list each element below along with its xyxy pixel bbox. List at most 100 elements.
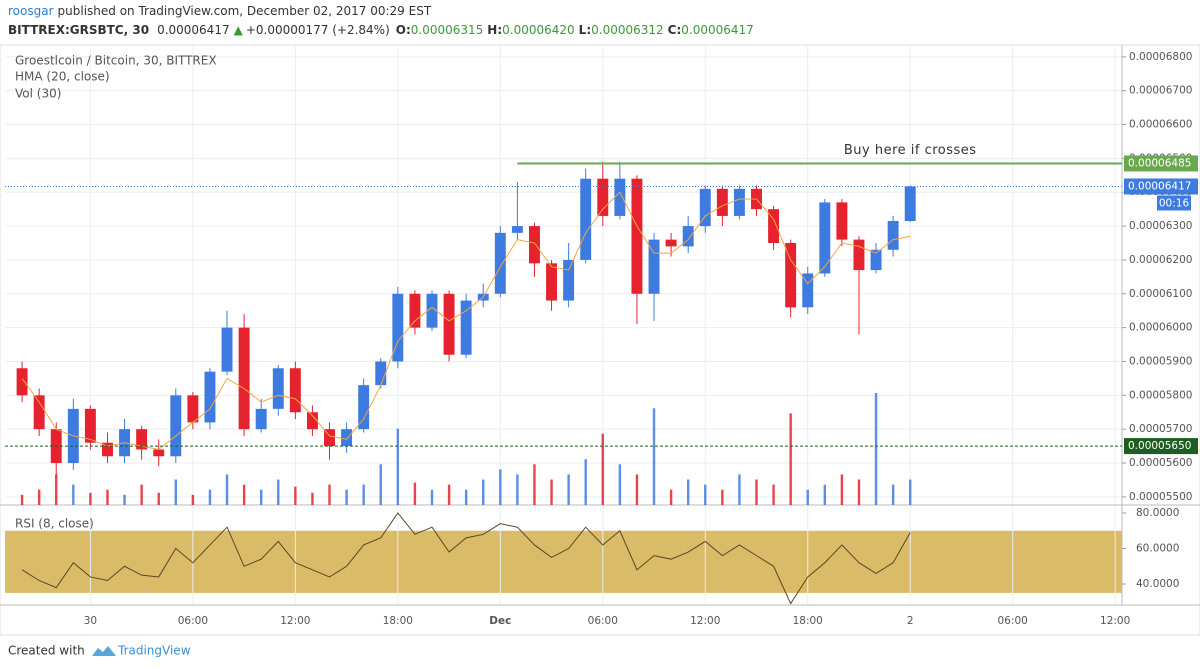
footer-brand[interactable]: TradingView	[117, 644, 191, 658]
candle-body	[853, 239, 865, 271]
y-tick-label: 0.00006100	[1129, 288, 1192, 300]
hma-line	[21, 191, 911, 451]
volume-bar	[37, 489, 41, 505]
price-label: 0.00006417	[1128, 180, 1191, 192]
candle-body	[887, 221, 899, 250]
ohlc-value: 0.00006420	[502, 23, 575, 37]
candle-body	[170, 395, 182, 457]
volume-bar	[567, 474, 570, 505]
rsi-line	[21, 512, 911, 605]
ohlc-label: H:	[487, 23, 502, 37]
y-tick-label: 0.00005900	[1129, 355, 1192, 367]
y-tick-label: 0.00006300	[1129, 220, 1192, 232]
volume-bar	[123, 494, 126, 505]
y-tick-label: 0.00005700	[1129, 423, 1192, 435]
legend-title: Groestlcoin / Bitcoin, 30, BITTREX	[15, 54, 217, 68]
candle-body	[733, 188, 745, 216]
legend-rsi: RSI (8, close)	[15, 517, 94, 531]
volume-bar	[191, 494, 195, 505]
x-tick-label: 18:00	[793, 615, 823, 627]
candle-body	[136, 429, 148, 450]
candle-body	[324, 429, 335, 447]
header-line: roosgar published on TradingView.com, Dec…	[8, 4, 432, 18]
price-label-box	[1124, 438, 1198, 455]
volume-bar	[499, 469, 502, 505]
volume-bar	[874, 393, 878, 505]
volume-bar	[823, 484, 827, 505]
volume-bar	[362, 484, 365, 505]
candle-body	[580, 178, 592, 260]
candle-body	[494, 232, 506, 294]
volume-bar	[140, 484, 143, 505]
x-tick-label: 18:00	[383, 615, 413, 627]
candle-body	[238, 327, 250, 430]
y-tick-label: 80.0000	[1136, 507, 1179, 519]
candle-body	[289, 368, 301, 413]
volume-bar	[311, 492, 314, 505]
volume-bar	[909, 479, 912, 505]
x-tick-label: 2	[907, 615, 914, 627]
candle-body	[614, 178, 626, 216]
x-tick-label: 06:00	[998, 615, 1028, 627]
volume-bar	[516, 474, 519, 505]
y-tick-label: 0.00005800	[1129, 389, 1192, 401]
volume-bar	[242, 484, 246, 505]
candle-body	[341, 429, 353, 447]
candle-body	[460, 300, 472, 355]
ohlc-label: C:	[668, 23, 682, 37]
volume-bar	[686, 479, 690, 505]
candle-body	[358, 385, 370, 430]
countdown-box	[1157, 195, 1191, 211]
candle-body	[187, 395, 199, 423]
y-tick-label: 0.00006700	[1129, 85, 1192, 97]
price-label-box	[1124, 155, 1198, 172]
volume-bar	[328, 484, 331, 505]
candle-body	[392, 293, 404, 362]
author[interactable]: roosgar	[8, 4, 54, 18]
volume-bar	[106, 489, 109, 505]
published: published on TradingView.com, December 0…	[58, 4, 432, 18]
x-tick-label: 06:00	[588, 615, 618, 627]
volume-bar	[55, 474, 58, 505]
y-tick-label: 0.00006600	[1129, 119, 1192, 131]
candle-body	[272, 368, 284, 409]
volume-bar	[738, 474, 741, 505]
candle-body	[221, 327, 233, 372]
volume-bar	[669, 489, 673, 505]
candle-body	[546, 263, 558, 301]
symbol: BITTREX:GRSBTC, 30	[8, 23, 149, 37]
y-tick-label: 40.0000	[1136, 578, 1179, 590]
volume-bar	[857, 479, 861, 505]
x-tick-label: 06:00	[178, 615, 208, 627]
volume-bar	[379, 464, 382, 505]
volume-bar	[174, 479, 177, 505]
symbol-line: BITTREX:GRSBTC, 30 0.00006417 ▲ +0.00000177…	[8, 23, 754, 37]
candle-body	[443, 293, 455, 355]
footer-created: Created with	[8, 644, 85, 658]
price-label-box	[1124, 178, 1198, 195]
volume-bar	[447, 484, 451, 505]
candle-body	[306, 412, 318, 430]
candle-body	[528, 226, 540, 264]
volume-bar	[533, 464, 536, 505]
candle-body	[819, 202, 831, 274]
candle-body	[665, 239, 677, 247]
candle-body	[426, 293, 438, 328]
logo	[92, 646, 116, 656]
ohlc-value: 0.00006315	[411, 23, 484, 37]
volume-bar	[413, 482, 417, 505]
volume-bar	[721, 489, 724, 505]
legend-hma: HMA (20, close)	[15, 70, 110, 84]
x-tick-label: 12:00	[690, 615, 720, 627]
candle-body	[597, 178, 609, 216]
volume-bar	[601, 433, 604, 505]
candle-body	[716, 188, 728, 216]
candle-body	[511, 226, 523, 233]
volume-bar	[345, 489, 348, 505]
volume-bar	[72, 484, 75, 505]
volume-bar	[20, 494, 24, 505]
price-label: 0.00006485	[1128, 157, 1191, 169]
countdown: 00:16	[1159, 197, 1190, 209]
candle-body	[204, 371, 216, 423]
